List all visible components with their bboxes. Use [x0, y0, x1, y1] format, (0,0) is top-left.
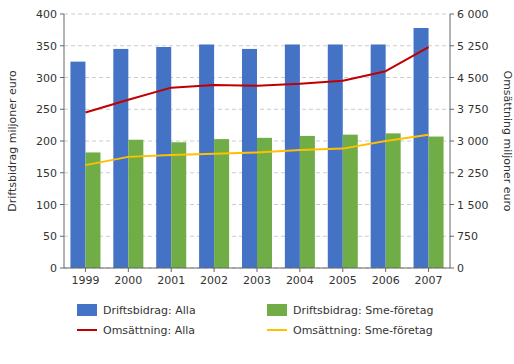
y2-tick: [450, 77, 454, 78]
y2-tick-label: 750: [457, 230, 478, 243]
bar: [171, 142, 186, 268]
y-tick: [60, 77, 64, 78]
bar: [328, 44, 343, 268]
x-tick: [428, 268, 429, 272]
y-tick-label: 300: [36, 72, 57, 85]
bar: [343, 135, 358, 268]
y2-tick: [450, 45, 454, 46]
y2-tick-label: 0: [457, 262, 464, 275]
y2-tick: [450, 141, 454, 142]
x-tick-label: 2003: [243, 274, 271, 287]
y-tick-label: 400: [36, 8, 57, 21]
legend-swatch: [77, 329, 97, 331]
y-tick: [60, 236, 64, 237]
x-tick-label: 2002: [200, 274, 228, 287]
y-tick: [60, 141, 64, 142]
legend-label: Omsättning: Alla: [103, 324, 195, 337]
bar: [214, 139, 229, 268]
bar: [414, 28, 429, 268]
grid-line: [64, 45, 450, 46]
y-tick: [60, 204, 64, 205]
x-tick: [299, 268, 300, 272]
y-tick: [60, 14, 64, 15]
y2-tick-label: 1 500: [457, 199, 489, 212]
bar: [85, 152, 100, 268]
y2-tick: [450, 268, 454, 269]
line: [85, 135, 428, 165]
y-tick-label: 50: [43, 230, 57, 243]
bar: [128, 140, 143, 268]
x-tick-label: 2006: [372, 274, 400, 287]
axes: 1999200020012002200320042005200620070501…: [36, 8, 489, 287]
bar: [285, 44, 300, 268]
legend-swatch: [267, 304, 287, 316]
bar: [429, 137, 444, 268]
y2-tick-label: 6 000: [457, 8, 489, 21]
x-tick-label: 2001: [157, 274, 185, 287]
y-tick-label: 250: [36, 103, 57, 116]
y-tick: [60, 268, 64, 269]
y-tick-label: 0: [50, 262, 57, 275]
bar: [199, 44, 214, 268]
y2-tick: [450, 236, 454, 237]
x-tick-label: 2004: [286, 274, 314, 287]
y2-tick-label: 2 250: [457, 167, 489, 180]
bar: [70, 62, 85, 268]
y-tick: [60, 45, 64, 46]
x-tick: [385, 268, 386, 272]
x-tick: [128, 268, 129, 272]
y2-tick-label: 3 000: [457, 135, 489, 148]
y-tick-label: 150: [36, 167, 57, 180]
x-tick: [171, 268, 172, 272]
y2-tick: [450, 204, 454, 205]
x-tick: [85, 268, 86, 272]
legend-label: Driftsbidrag: Sme-företag: [293, 304, 433, 317]
bar: [386, 133, 401, 268]
legend-label: Omsättning: Sme-företag: [293, 324, 433, 337]
bar: [371, 44, 386, 268]
bar: [156, 47, 171, 268]
legend-swatch: [267, 329, 287, 331]
legend-label: Driftsbidrag: Alla: [103, 304, 196, 317]
x-tick-label: 2005: [329, 274, 357, 287]
y-tick: [60, 172, 64, 173]
y-tick-label: 200: [36, 135, 57, 148]
legend-swatch: [77, 304, 97, 316]
grid-line: [64, 14, 450, 15]
y2-tick: [450, 109, 454, 110]
y-axis-label: Driftsbidrag miljoner euro: [6, 70, 19, 212]
x-tick: [342, 268, 343, 272]
bar: [300, 136, 315, 268]
bar: [257, 138, 272, 268]
y2-axis-label: Omsättning miljoner euro: [501, 70, 514, 211]
line: [85, 47, 428, 112]
y2-tick-label: 4 500: [457, 72, 489, 85]
y2-tick-label: 5 250: [457, 40, 489, 53]
x-tick: [257, 268, 258, 272]
y-tick-label: 100: [36, 199, 57, 212]
chart: 1999200020012002200320042005200620070501…: [0, 0, 514, 364]
x-tick-label: 2000: [114, 274, 142, 287]
x-tick: [214, 268, 215, 272]
bar: [242, 49, 257, 268]
legend: Driftsbidrag: Alla Driftsbidrag: Sme-före…: [77, 304, 433, 337]
x-tick-label: 1999: [71, 274, 99, 287]
plot-area: [70, 28, 443, 268]
y-tick: [60, 109, 64, 110]
y2-tick: [450, 14, 454, 15]
y2-tick: [450, 172, 454, 173]
y2-tick-label: 3 750: [457, 103, 489, 116]
x-tick-label: 2007: [415, 274, 443, 287]
y-tick-label: 350: [36, 40, 57, 53]
grid: [64, 14, 450, 268]
